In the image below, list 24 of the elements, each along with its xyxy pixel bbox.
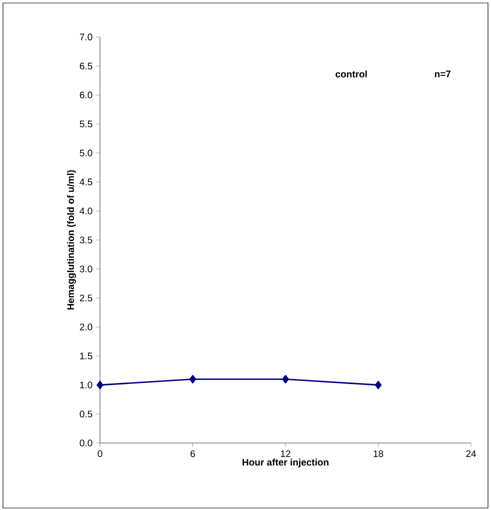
y-tick-label: 4.5 (80, 178, 92, 186)
annotation: n=7 (434, 70, 451, 78)
y-tick-label: 0.5 (80, 410, 92, 418)
y-tick-label: 0.0 (80, 440, 92, 446)
y-tick-label: 5.5 (80, 120, 92, 128)
y-tick-label: 3.0 (80, 266, 92, 272)
y-tick-label: 2.0 (80, 324, 92, 330)
x-tick-label: 18 (374, 450, 384, 458)
y-tick-label: 6.5 (80, 62, 92, 70)
y-axis-title: Hemagglutination (fold of u/ml) (66, 170, 76, 310)
x-tick-label: 6 (190, 450, 195, 458)
y-tick-label: 6.0 (80, 92, 92, 98)
y-tick-label: 1.5 (80, 352, 92, 360)
y-tick-label: 5.0 (80, 150, 92, 156)
y-tick-label: 3.5 (80, 236, 92, 244)
x-tick-label: 24 (466, 450, 476, 457)
x-axis-title: Hour after injection (242, 458, 328, 468)
y-tick-label: 7.0 (80, 34, 92, 40)
y-tick-label: 1.0 (80, 382, 92, 388)
annotation: control (336, 70, 367, 78)
y-tick-label: 2.5 (80, 294, 92, 302)
x-tick-label: 12 (280, 450, 290, 457)
y-tick-label: 4.0 (80, 208, 92, 214)
x-tick-label: 0 (98, 450, 102, 458)
